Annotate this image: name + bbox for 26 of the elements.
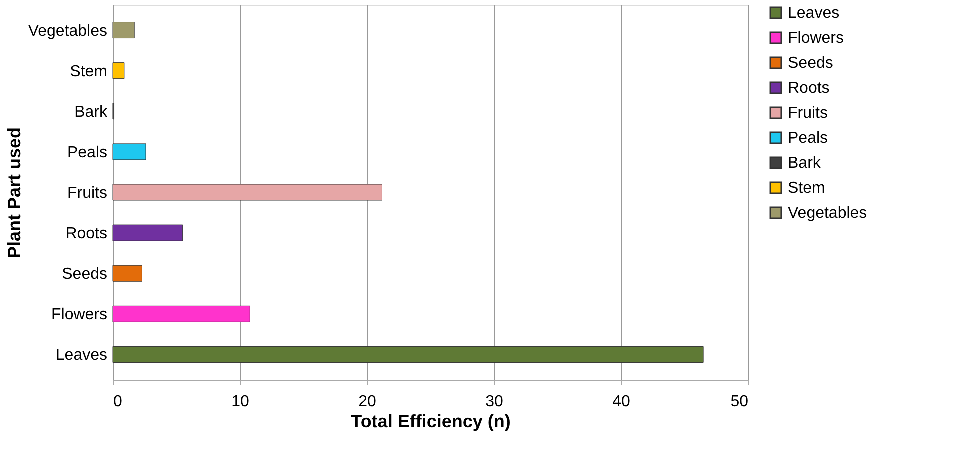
- x-tick-label: 0: [114, 394, 122, 410]
- legend-label: Peals: [788, 130, 828, 147]
- y-tick-label: Stem: [70, 63, 108, 80]
- legend-label: Vegetables: [788, 205, 868, 222]
- legend-label: Stem: [788, 180, 826, 197]
- y-tick-label: Bark: [74, 104, 108, 121]
- legend-label: Seeds: [788, 55, 834, 72]
- x-tick-label: 10: [232, 394, 250, 410]
- x-axis-title: Total Efficiency (n): [351, 412, 511, 432]
- x-tick-label: 50: [730, 394, 749, 410]
- legend-label: Leaves: [788, 5, 840, 22]
- legend-label: Bark: [788, 155, 822, 172]
- y-tick-label: Seeds: [62, 266, 108, 284]
- y-tick-label: Leaves: [56, 347, 108, 364]
- y-tick-label: Peals: [67, 144, 108, 162]
- legend-label: Fruits: [788, 105, 828, 122]
- x-tick-label: 30: [486, 394, 504, 410]
- x-tick-label: 40: [612, 394, 630, 410]
- y-tick-label: Flowers: [51, 306, 108, 324]
- y-tick-label: Vegetables: [28, 22, 108, 40]
- y-axis-title: Plant Part used: [4, 127, 24, 259]
- y-tick-label: Fruits: [68, 185, 108, 202]
- x-tick-label: 20: [358, 394, 376, 410]
- legend-label: Flowers: [788, 30, 844, 47]
- y-tick-label: Roots: [66, 226, 108, 243]
- legend-label: Roots: [788, 80, 830, 97]
